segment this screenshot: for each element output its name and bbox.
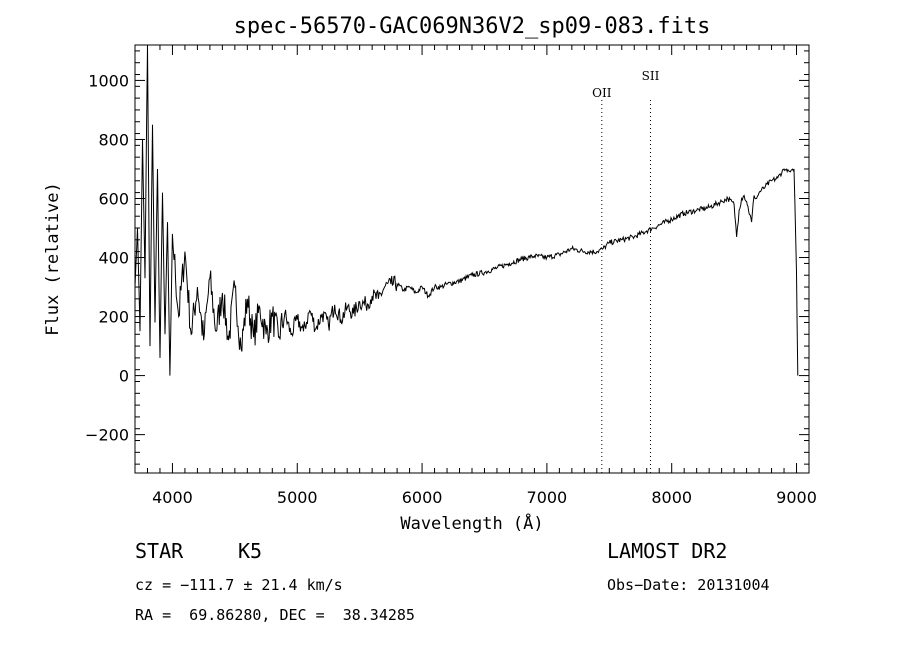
y-tick-label: 600 bbox=[98, 189, 129, 208]
y-tick-label: 400 bbox=[98, 249, 129, 268]
x-tick-label: 5000 bbox=[277, 488, 318, 507]
line-annotations: OII SII bbox=[592, 69, 660, 473]
y-tick-label: 0 bbox=[119, 367, 129, 386]
y-tick-label: 1000 bbox=[88, 71, 129, 90]
x-tick-label: 8000 bbox=[651, 488, 692, 507]
obs-date-label: Obs−Date: 20131004 bbox=[607, 576, 770, 594]
object-class: STAR bbox=[135, 539, 184, 563]
y-tick-label: −200 bbox=[85, 426, 129, 445]
survey-label: LAMOST DR2 bbox=[607, 539, 727, 563]
x-tick-label: 7000 bbox=[527, 488, 568, 507]
x-tick-label: 4000 bbox=[152, 488, 193, 507]
x-tick-label: 6000 bbox=[402, 488, 443, 507]
redshift-label: cz = −111.7 ± 21.4 km/s bbox=[135, 576, 343, 594]
y-tick-label: 200 bbox=[98, 308, 129, 327]
y-axis-label: Flux (relative) bbox=[43, 182, 63, 336]
y-axis-ticks: −200 0 200 400 600 800 1000 bbox=[85, 50, 809, 465]
object-subclass: K5 bbox=[238, 539, 262, 563]
coordinates-label: RA = 69.86280, DEC = 38.34285 bbox=[135, 606, 415, 624]
annotation-label: OII bbox=[592, 86, 612, 100]
y-tick-label: 800 bbox=[98, 130, 129, 149]
plot-frame bbox=[134, 44, 810, 474]
spectrum-line bbox=[134, 44, 799, 376]
x-axis-ticks: 4000 5000 6000 7000 8000 9000 bbox=[146, 45, 817, 507]
x-tick-label: 9000 bbox=[776, 488, 817, 507]
chart-title: spec-56570-GAC069N36V2_sp09-083.fits bbox=[234, 14, 711, 39]
x-axis-label: Wavelength (Å) bbox=[400, 512, 543, 534]
annotation-label: SII bbox=[642, 69, 660, 83]
